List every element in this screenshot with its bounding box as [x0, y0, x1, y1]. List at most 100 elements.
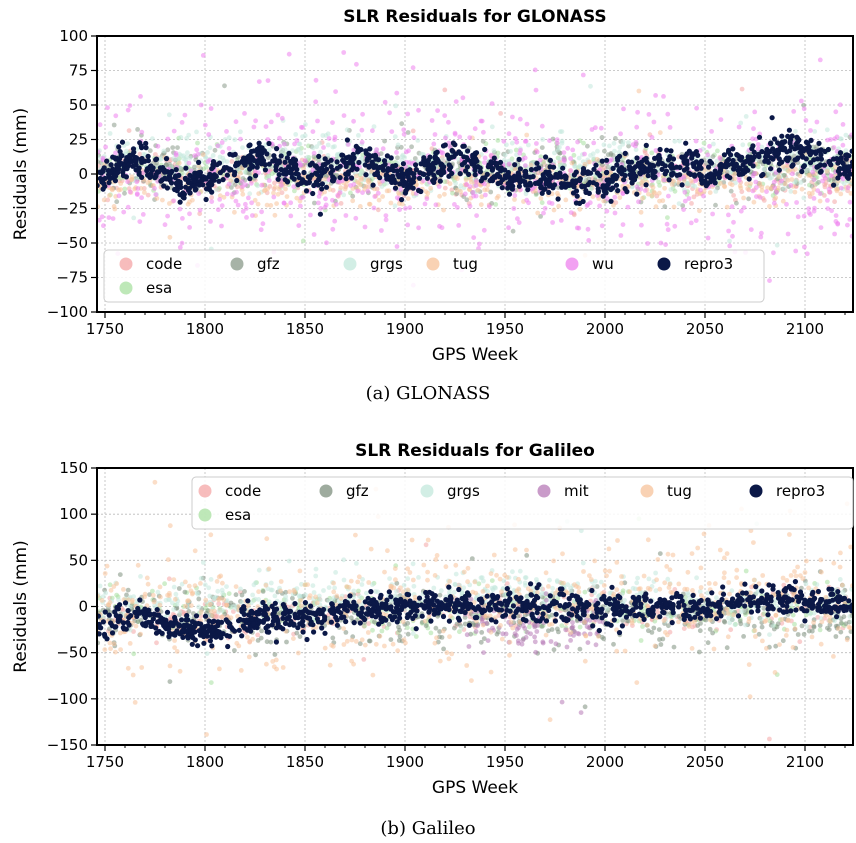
point-wu: [817, 57, 823, 63]
point-tug: [785, 177, 791, 183]
point-wu: [645, 241, 650, 246]
point-grgs: [124, 148, 129, 154]
point-wu: [774, 190, 779, 195]
point-repro3: [800, 154, 806, 160]
point-repro3: [789, 133, 795, 139]
point-wu: [263, 124, 269, 129]
point-gfz: [662, 204, 668, 210]
point-wu: [100, 155, 106, 161]
point-wu: [815, 188, 821, 194]
point-repro3: [145, 158, 151, 164]
point-wu: [835, 221, 841, 227]
point-grgs: [711, 141, 716, 147]
point-tug: [217, 193, 223, 199]
point-tug: [367, 201, 373, 207]
point-tug: [577, 206, 583, 212]
point-tug: [441, 207, 446, 213]
point-tug: [718, 181, 723, 186]
point-repro3: [724, 173, 730, 179]
point-repro3: [208, 175, 215, 181]
point-tug: [478, 202, 484, 208]
point-wu: [599, 223, 605, 229]
point-repro3: [473, 150, 480, 156]
point-repro3: [354, 166, 360, 172]
point-wu: [831, 145, 837, 150]
point-wu: [380, 178, 385, 184]
point-repro3: [266, 140, 272, 147]
point-wu: [534, 149, 540, 155]
y-tick-label: −75: [56, 269, 88, 287]
point-tug: [479, 194, 485, 200]
point-wu: [359, 139, 365, 145]
point-repro3: [234, 177, 240, 184]
point-tug: [775, 185, 781, 191]
point-repro3: [546, 169, 552, 175]
point-wu: [717, 156, 723, 161]
point-wu: [764, 189, 769, 195]
point-wu: [271, 194, 277, 200]
point-repro3: [295, 182, 301, 188]
point-wu: [121, 209, 127, 215]
point-wu: [219, 140, 225, 145]
point-wu: [453, 99, 459, 104]
point-repro3: [168, 170, 174, 176]
point-grgs: [318, 149, 323, 155]
point-esa: [450, 190, 455, 196]
point-repro3: [816, 163, 822, 169]
point-wu: [693, 218, 699, 224]
point-repro3: [776, 167, 782, 173]
point-repro3: [145, 172, 151, 178]
point-wu: [398, 187, 404, 192]
point-grgs: [540, 137, 546, 142]
point-repro3: [104, 158, 110, 164]
point-wu: [620, 190, 626, 196]
point-repro3: [594, 170, 601, 176]
legend-marker-esa: [119, 281, 133, 295]
point-repro3: [512, 162, 518, 168]
point-wu: [435, 108, 440, 113]
point-repro3: [97, 175, 103, 182]
point-tug: [748, 181, 753, 187]
point-wu: [707, 143, 712, 149]
point-gfz: [311, 154, 317, 160]
point-tug: [745, 186, 751, 192]
point-wu: [311, 232, 317, 237]
point-repro3: [608, 186, 614, 193]
point-esa: [428, 630, 434, 636]
point-esa: [226, 591, 232, 596]
point-repro3: [276, 172, 282, 178]
point-wu: [323, 196, 328, 202]
point-repro3: [554, 173, 560, 179]
point-repro3: [734, 152, 740, 158]
point-gfz: [546, 628, 551, 634]
point-wu: [811, 177, 817, 183]
point-wu: [215, 143, 221, 149]
point-repro3: [490, 175, 496, 181]
point-repro3: [816, 140, 822, 146]
point-tug: [264, 202, 270, 208]
point-repro3: [516, 156, 522, 162]
point-code: [642, 150, 648, 155]
point-repro3: [579, 183, 585, 189]
point-grgs: [290, 148, 295, 154]
point-repro3: [282, 159, 288, 165]
point-gfz: [599, 162, 605, 168]
point-code: [442, 185, 448, 191]
point-wu: [565, 145, 571, 151]
point-grgs: [767, 325, 772, 330]
point-code: [279, 190, 285, 196]
point-wu: [832, 231, 837, 237]
point-repro3: [273, 164, 279, 170]
point-grgs: [803, 168, 809, 174]
point-wu: [618, 233, 624, 238]
point-repro3: [116, 158, 122, 164]
point-wu: [433, 202, 439, 208]
point-code: [145, 192, 151, 198]
point-wu: [523, 163, 528, 169]
point-repro3: [422, 162, 428, 168]
point-gfz: [468, 631, 474, 637]
point-repro3: [777, 141, 783, 147]
point-repro3: [831, 156, 837, 162]
point-grgs: [266, 174, 272, 180]
point-repro3: [837, 158, 843, 164]
